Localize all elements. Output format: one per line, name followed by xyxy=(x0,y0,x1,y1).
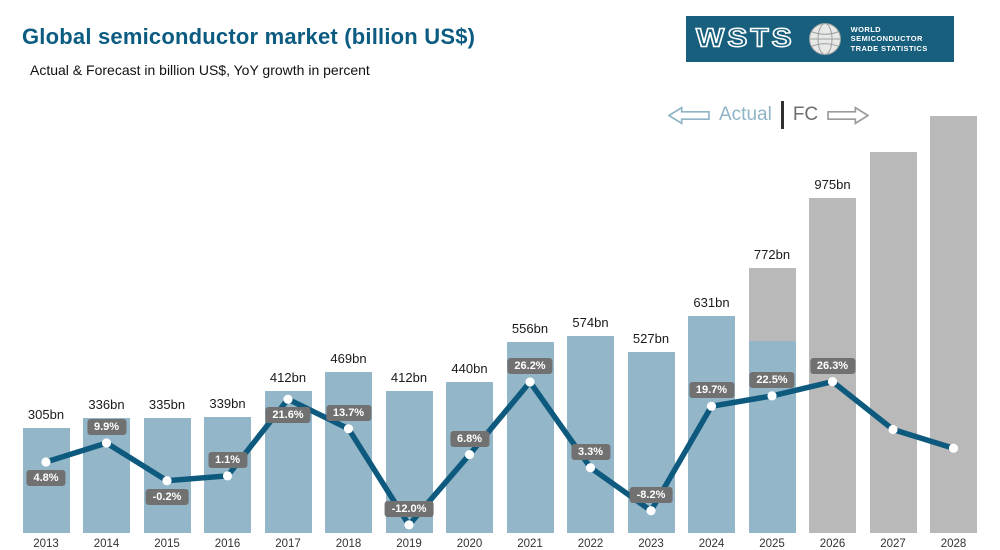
year-label-2022: 2022 xyxy=(577,538,604,550)
wsts-caption-line3: TRADE STATISTICS xyxy=(850,43,928,53)
year-label-2025: 2025 xyxy=(759,538,785,550)
bar-value-label-2017: 412bn xyxy=(269,370,307,386)
growth-badge-2025: 22.5% xyxy=(749,371,795,388)
year-label-2024: 2024 xyxy=(698,538,725,550)
bar-2022 xyxy=(567,335,614,533)
bar-value-label-2016: 339bn xyxy=(209,395,246,411)
growth-badge-2017: 21.6% xyxy=(265,407,311,424)
year-label-2028: 2028 xyxy=(940,538,967,550)
bar-value-label-2013: 305bn xyxy=(27,407,65,423)
wsts-wordmark: WSTS xyxy=(695,24,795,53)
bar-value-label-2026: 975bn xyxy=(814,177,851,192)
bar-value-label-2023: 527bn xyxy=(632,330,670,346)
growth-badge-2013: 4.8% xyxy=(26,470,66,486)
legend-forecast-label: FC xyxy=(792,104,819,125)
legend-actual-label: Actual xyxy=(719,104,772,125)
growth-badge-2020: 6.8% xyxy=(449,430,490,447)
bar-2020 xyxy=(446,381,493,533)
legend-divider xyxy=(780,101,784,129)
growth-badge-2021: 26.2% xyxy=(507,358,553,374)
page-subtitle: Actual & Forecast in billion US$, YoY gr… xyxy=(30,62,370,78)
bar-2027 xyxy=(869,151,917,533)
arrow-left-icon xyxy=(668,105,710,125)
bar-value-label-2015: 335bn xyxy=(148,396,186,412)
bar-value-label-2022: 574bn xyxy=(572,314,609,330)
bar-value-label-2018: 469bn xyxy=(330,350,367,366)
bar-value-label-2021: 556bn xyxy=(511,321,549,336)
growth-badge-2019: -12.0% xyxy=(384,500,434,517)
year-label-2016: 2016 xyxy=(214,538,241,550)
year-label-2023: 2023 xyxy=(638,538,664,550)
year-label-2014: 2014 xyxy=(93,538,120,550)
bar-2024 xyxy=(688,316,735,533)
year-label-2018: 2018 xyxy=(335,538,362,550)
year-label-2017: 2017 xyxy=(275,538,301,550)
arrow-right-icon xyxy=(827,105,870,125)
bar-2015 xyxy=(143,417,191,533)
wsts-logo: WSTS WORLD SEMICONDUCTOR TRADE STATISTIC… xyxy=(686,16,954,62)
bar-value-label-2014: 336bn xyxy=(88,396,125,412)
bar-2025-actual-portion xyxy=(748,340,796,533)
year-label-2013: 2013 xyxy=(33,538,59,550)
bar-value-label-2024: 631bn xyxy=(693,295,730,311)
legend: Actual FC xyxy=(668,99,870,131)
bar-value-label-2025: 772bn xyxy=(753,246,791,262)
growth-badge-2018: 13.7% xyxy=(325,404,372,421)
year-label-2026: 2026 xyxy=(819,538,846,550)
wsts-caption-line1: WORLD xyxy=(850,24,881,34)
growth-badge-2023: -8.2% xyxy=(629,486,673,503)
wsts-caption-line2: SEMICONDUCTOR xyxy=(850,34,923,44)
bar-2023 xyxy=(627,351,675,533)
bar-value-label-2019: 412bn xyxy=(390,370,428,386)
globe-icon xyxy=(808,23,841,55)
page-title: Global semiconductor market (billion US$… xyxy=(22,24,476,49)
wsts-caption: WORLD SEMICONDUCTOR TRADE STATISTICS xyxy=(851,25,928,53)
year-label-2021: 2021 xyxy=(517,538,543,550)
bar-value-label-2020: 440bn xyxy=(451,360,488,376)
growth-badge-2026: 26.3% xyxy=(809,357,856,374)
year-label-2019: 2019 xyxy=(396,538,422,550)
year-label-2027: 2027 xyxy=(880,538,906,550)
growth-badge-2015: -0.2% xyxy=(145,488,189,505)
growth-badge-2014: 9.9% xyxy=(86,419,127,435)
growth-badge-2022: 3.3% xyxy=(570,443,611,460)
growth-badge-2024: 19.7% xyxy=(688,382,735,399)
bar-2016 xyxy=(204,416,251,533)
year-label-2015: 2015 xyxy=(154,538,180,550)
bar-2018 xyxy=(325,371,372,533)
year-label-2020: 2020 xyxy=(456,538,483,550)
bar-2028 xyxy=(930,115,977,533)
growth-badge-2016: 1.1% xyxy=(207,451,248,468)
